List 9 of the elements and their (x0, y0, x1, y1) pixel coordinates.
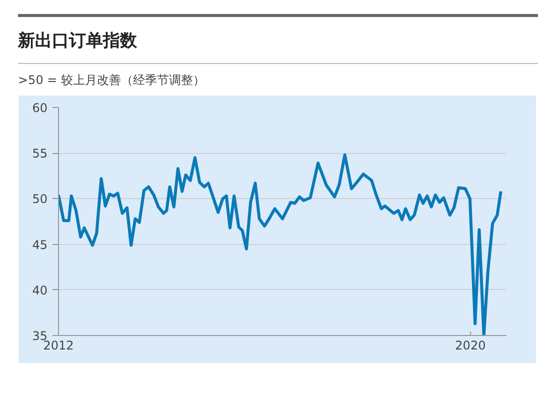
chart-title: 新出口订单指数 (18, 30, 137, 53)
y-tick-label: 55 (32, 147, 48, 162)
y-tick-label: 50 (32, 192, 48, 207)
x-tick-label: 2012 (43, 338, 74, 353)
y-tick-label: 60 (32, 101, 48, 116)
chart-subtitle: >50 = 较上月改善（经季节调整） (18, 72, 206, 90)
y-tick-label: 45 (32, 238, 48, 252)
y-tick-label: 40 (32, 284, 48, 298)
x-tick-label: 2020 (455, 338, 486, 353)
